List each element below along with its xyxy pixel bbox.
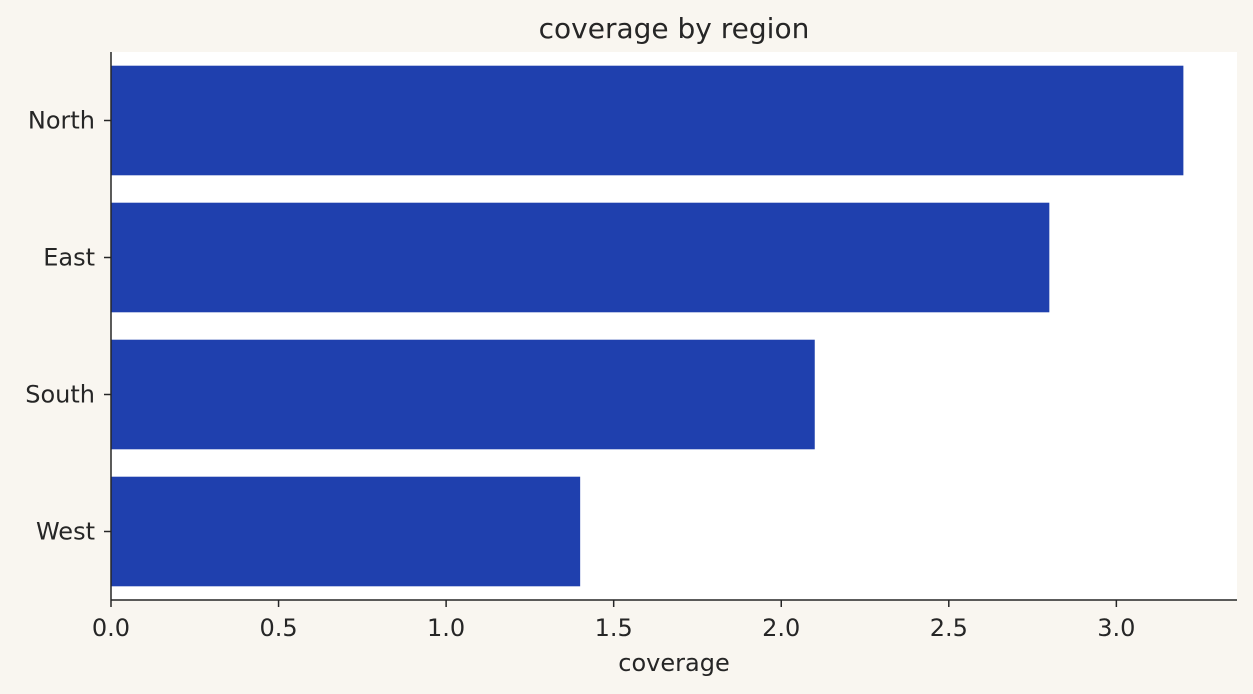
y-tick-label: North xyxy=(28,107,95,135)
bar-south xyxy=(111,339,815,450)
x-tick-label: 2.0 xyxy=(762,614,800,642)
bar-east xyxy=(111,202,1050,313)
y-tick-label: South xyxy=(25,381,95,409)
chart-title: coverage by region xyxy=(539,12,810,45)
x-tick-label: 0.5 xyxy=(259,614,297,642)
y-tick-label: East xyxy=(43,244,95,272)
y-tick-label: West xyxy=(36,518,95,546)
axes-group xyxy=(110,52,1237,601)
bars-group xyxy=(111,65,1184,587)
x-tick-label: 3.0 xyxy=(1097,614,1135,642)
bar-north xyxy=(111,65,1184,176)
x-tick-label: 1.5 xyxy=(595,614,633,642)
x-tick-label: 1.0 xyxy=(427,614,465,642)
x-tick-label: 2.5 xyxy=(930,614,968,642)
x-axis-label: coverage xyxy=(618,649,729,677)
bar-west xyxy=(111,476,581,587)
ticks-group: North East South West 0.0 0.5 1.0 1.5 2.0 2.5 3.0 xyxy=(25,107,1135,643)
x-tick-label: 0.0 xyxy=(92,614,130,642)
